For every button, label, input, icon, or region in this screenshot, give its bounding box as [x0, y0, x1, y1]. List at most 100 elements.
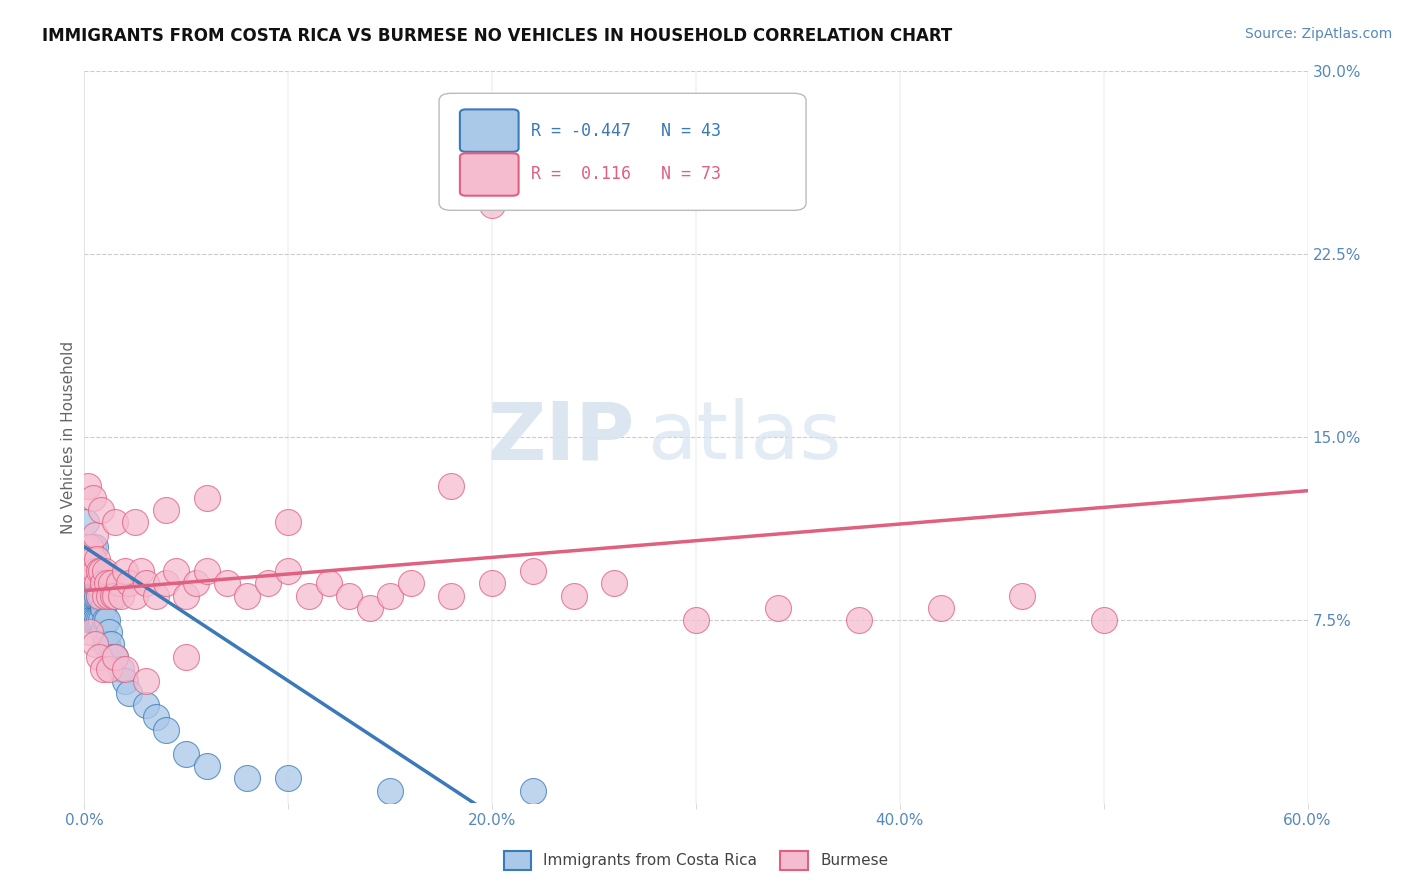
Point [82, 589, 104, 603]
Point [93, 613, 115, 627]
Point [79, 625, 101, 640]
Point [165, 564, 187, 578]
Point [86, 576, 108, 591]
Point [97, 625, 120, 640]
Point [90, 613, 112, 627]
Point [236, 772, 259, 786]
Point [1092, 613, 1115, 627]
Point [82, 540, 104, 554]
Point [145, 710, 167, 724]
Point [124, 516, 146, 530]
Text: IMMIGRANTS FROM COSTA RICA VS BURMESE NO VEHICLES IN HOUSEHOLD CORRELATION CHART: IMMIGRANTS FROM COSTA RICA VS BURMESE NO… [42, 27, 952, 45]
Text: ZIP: ZIP [488, 398, 636, 476]
Point [440, 589, 463, 603]
FancyBboxPatch shape [439, 94, 806, 211]
Point [481, 576, 503, 591]
Point [174, 589, 197, 603]
Point [97, 662, 120, 676]
Point [104, 589, 127, 603]
Point [257, 576, 280, 591]
Point [298, 589, 321, 603]
Point [145, 589, 167, 603]
Point [90, 564, 112, 578]
Text: R = -0.447   N = 43: R = -0.447 N = 43 [531, 121, 721, 140]
Point [96, 576, 118, 591]
Point [155, 576, 177, 591]
Point [82, 564, 104, 578]
Y-axis label: No Vehicles in Household: No Vehicles in Household [60, 341, 76, 533]
Point [104, 649, 127, 664]
Point [399, 576, 422, 591]
Point [118, 576, 141, 591]
Point [83, 613, 105, 627]
Point [87, 589, 110, 603]
Point [135, 576, 157, 591]
Point [87, 649, 110, 664]
Point [155, 723, 177, 737]
Point [195, 491, 218, 505]
Point [83, 527, 105, 541]
Point [318, 576, 340, 591]
Point [380, 589, 402, 603]
Point [131, 564, 153, 578]
Point [848, 613, 870, 627]
Point [79, 613, 101, 627]
Point [135, 698, 157, 713]
Point [79, 564, 101, 578]
Point [91, 625, 114, 640]
Point [96, 613, 118, 627]
Point [195, 759, 218, 773]
Point [75, 540, 97, 554]
Point [87, 564, 110, 578]
Point [104, 516, 127, 530]
Point [82, 613, 104, 627]
Point [217, 576, 239, 591]
FancyBboxPatch shape [460, 110, 519, 152]
Legend: Immigrants from Costa Rica, Burmese: Immigrants from Costa Rica, Burmese [498, 845, 894, 876]
Point [90, 503, 112, 517]
Point [100, 637, 122, 651]
Point [359, 600, 381, 615]
Point [91, 662, 114, 676]
Point [155, 503, 177, 517]
Point [110, 589, 132, 603]
Point [93, 637, 115, 651]
Point [186, 576, 208, 591]
Text: R =  0.116   N = 73: R = 0.116 N = 73 [531, 166, 721, 184]
Point [86, 564, 108, 578]
Point [83, 540, 105, 554]
Text: atlas: atlas [647, 398, 841, 476]
Point [104, 649, 127, 664]
Point [79, 564, 101, 578]
Point [101, 589, 124, 603]
Point [174, 649, 197, 664]
Point [90, 589, 112, 603]
Point [440, 479, 463, 493]
Point [114, 564, 136, 578]
Point [97, 589, 120, 603]
Point [100, 576, 122, 591]
Point [77, 564, 100, 578]
Point [82, 552, 104, 566]
Point [195, 564, 218, 578]
Point [685, 613, 707, 627]
Point [277, 564, 299, 578]
Point [77, 479, 100, 493]
Point [79, 589, 101, 603]
Point [91, 600, 114, 615]
Point [75, 516, 97, 530]
Point [236, 589, 259, 603]
Point [83, 564, 105, 578]
Point [91, 576, 114, 591]
Point [114, 662, 136, 676]
Point [86, 589, 108, 603]
Point [79, 540, 101, 554]
FancyBboxPatch shape [460, 153, 519, 195]
Point [562, 589, 585, 603]
Point [339, 589, 361, 603]
Point [108, 576, 131, 591]
Point [522, 564, 544, 578]
Point [124, 589, 146, 603]
Point [87, 589, 110, 603]
Point [101, 649, 124, 664]
